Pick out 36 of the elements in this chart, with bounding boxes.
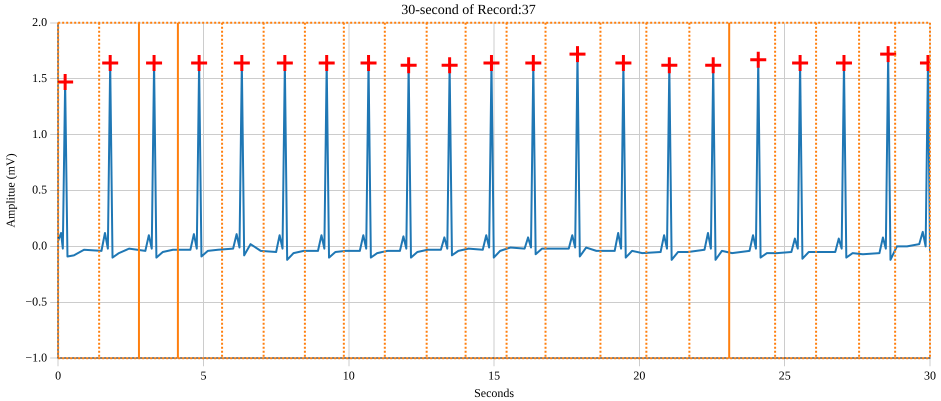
point <box>100 54 120 73</box>
point <box>359 54 378 73</box>
x-tick-label: 15 <box>488 368 500 383</box>
point <box>399 56 418 75</box>
x-tick-label: 20 <box>633 368 646 383</box>
point <box>440 56 460 75</box>
point <box>878 44 898 64</box>
x-tick-label: 25 <box>778 368 791 383</box>
point <box>317 54 336 73</box>
y-tick-label: 1.5 <box>32 70 48 85</box>
point <box>190 54 209 73</box>
point <box>482 54 501 73</box>
y-tick-label: 0.0 <box>32 238 48 253</box>
point <box>568 44 587 64</box>
y-axis-title: Amplitue (mV) <box>3 153 18 228</box>
y-tick-label: 0.5 <box>32 182 48 197</box>
x-tick-label: 0 <box>55 368 62 383</box>
y-tick-label: 2.0 <box>32 14 48 29</box>
y-tick-label: 1.0 <box>32 126 48 141</box>
point <box>748 50 768 70</box>
x-tick-label: 5 <box>200 368 206 383</box>
x-axis-title: Seconds <box>474 386 514 400</box>
x-tick-label: 10 <box>342 368 355 383</box>
y-tick-label: −0.5 <box>25 294 48 308</box>
point <box>614 54 633 73</box>
point <box>790 54 810 73</box>
point <box>232 54 252 73</box>
point <box>524 54 543 73</box>
x-tick-label: 30 <box>924 368 936 383</box>
point <box>660 56 679 75</box>
chart-title: 30-second of Record:37 <box>401 3 536 18</box>
point <box>834 54 854 73</box>
point <box>704 56 723 75</box>
point <box>275 54 294 73</box>
y-tick-label: −1.0 <box>25 350 48 364</box>
point <box>144 54 164 73</box>
